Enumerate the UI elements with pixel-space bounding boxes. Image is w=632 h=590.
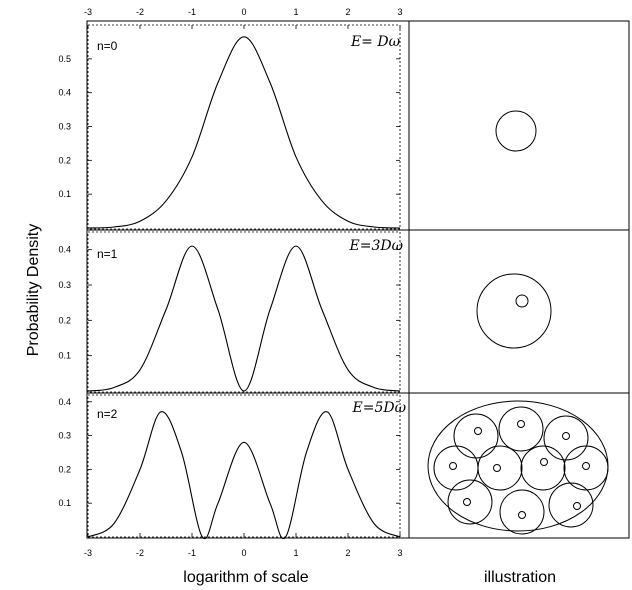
axis-ticks: 0.1 0.2 0.3 0.4 0.5 0.1 0.2 0.3 0.4 0.1 0.2 0.3 0.4 -…: [58, 7, 402, 558]
cell-circle: [498, 406, 544, 452]
cell-inner-circle: [573, 502, 581, 510]
cell-inner-circle: [582, 462, 590, 470]
cell-inner-circle: [540, 458, 548, 466]
panel-frames: [86, 20, 630, 539]
cell-inner-circle: [474, 427, 482, 435]
x-tick-label-bottom: -1: [188, 548, 196, 558]
cell-circle: [520, 445, 566, 491]
plot-dashed-frames: [87, 24, 401, 538]
x-tick-label-top: 2: [345, 7, 350, 17]
cell-inner-circle: [517, 420, 525, 428]
y-tick-label: 0.5: [58, 54, 71, 64]
cell-circle: [453, 413, 499, 459]
single-circle: [495, 110, 537, 152]
energy-label-n1: E=3Dω: [349, 238, 404, 254]
energy-label-n0: E= Dω: [350, 34, 401, 50]
y-tick-label: 0.4: [58, 397, 71, 407]
cell-circle: [447, 479, 493, 525]
cell-circle: [543, 415, 589, 461]
y-tick-label: 0.3: [58, 280, 71, 290]
y-tick-label: 0.2: [58, 464, 71, 474]
x-tick-label-bottom: -2: [136, 548, 144, 558]
energy-label-n2: E=5Dω: [352, 400, 407, 416]
x-tick-label-top: 0: [241, 7, 246, 17]
y-tick-label: 0.3: [58, 431, 71, 441]
cell-circle: [548, 482, 594, 528]
x-tick-label-top: -3: [84, 7, 92, 17]
density-curve-n0: [87, 36, 401, 229]
density-curve-n2: [87, 411, 401, 540]
inner-circle: [515, 294, 529, 308]
y-tick-label: 0.4: [58, 88, 71, 98]
y-tick-label: 0.1: [58, 351, 71, 361]
x-tick-label-bottom: -3: [84, 548, 92, 558]
y-axis-label: Probability Density: [25, 224, 42, 357]
y-tick-label: 0.1: [58, 189, 71, 199]
x-tick-label-bottom: 0: [241, 548, 246, 558]
cell-circle: [563, 445, 609, 491]
cell-inner-circle: [463, 498, 471, 506]
x-tick-label-bottom: 2: [345, 548, 350, 558]
x-tick-label-top: -1: [188, 7, 196, 17]
y-tick-label: 0.4: [58, 245, 71, 255]
x-tick-label-top: 1: [293, 7, 298, 17]
cell-inner-circle: [562, 432, 570, 440]
y-tick-label: 0.2: [58, 155, 71, 165]
panel-label-n1: n=1: [97, 247, 118, 261]
y-tick-label: 0.2: [58, 315, 71, 325]
x-tick-label-bottom: 3: [397, 548, 402, 558]
outer-ellipse: [427, 400, 609, 532]
y-tick-label: 0.3: [58, 122, 71, 132]
panel-label-n2: n=2: [97, 407, 118, 421]
y-tick-label: 0.1: [58, 498, 71, 508]
illustration-n2: [427, 400, 609, 535]
cell-inner-circle: [493, 464, 501, 472]
illustration-n1: [476, 273, 552, 349]
panel-label-n0: n=0: [97, 39, 118, 53]
x-tick-label-top: 3: [397, 7, 402, 17]
illustration-label: illustration: [484, 569, 556, 586]
x-tick-label-bottom: 1: [293, 548, 298, 558]
illustration-n0: [495, 110, 537, 152]
cell-circle: [477, 445, 523, 491]
cell-circle: [499, 489, 545, 535]
outer-circle: [476, 273, 552, 349]
density-curve-n1: [87, 245, 401, 392]
cell-inner-circle: [449, 462, 457, 470]
x-axis-label: logarithm of scale: [183, 569, 308, 586]
x-tick-label-top: -2: [136, 7, 144, 17]
cell-inner-circle: [518, 511, 526, 519]
